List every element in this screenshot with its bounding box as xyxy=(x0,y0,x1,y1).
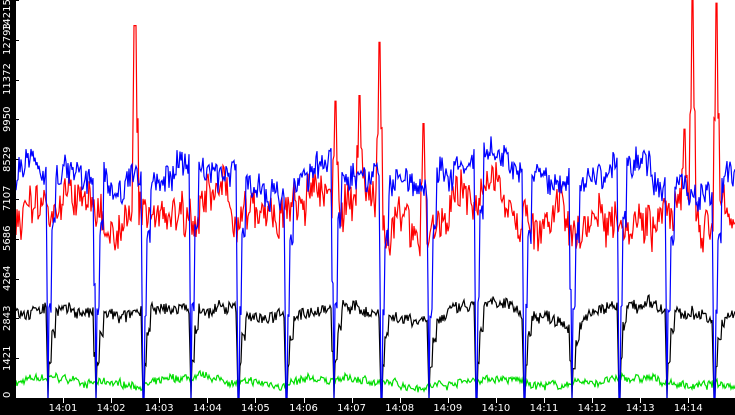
x-axis xyxy=(0,398,735,415)
x-tick-mark xyxy=(640,398,641,403)
y-tick-label: 7107 xyxy=(2,185,13,212)
x-tick-mark xyxy=(592,398,593,403)
x-tick-mark xyxy=(688,398,689,403)
x-tick-label: 14:12 xyxy=(577,403,607,414)
x-tick-label: 14:05 xyxy=(240,403,270,414)
x-tick-label: 14:10 xyxy=(481,403,511,414)
series-blue-line xyxy=(15,136,735,398)
y-axis xyxy=(0,0,16,398)
y-tick-label: 11372 xyxy=(2,63,13,96)
x-tick-mark xyxy=(544,398,545,403)
x-tick-label: 14:14 xyxy=(673,403,703,414)
x-tick-mark xyxy=(207,398,208,403)
x-tick-mark xyxy=(352,398,353,403)
x-tick-label: 14:07 xyxy=(337,403,367,414)
x-tick-mark xyxy=(255,398,256,403)
y-tick-label: 14215 xyxy=(2,0,13,31)
x-tick-label: 14:08 xyxy=(385,403,415,414)
x-tick-label: 14:01 xyxy=(48,403,78,414)
x-tick-label: 14:13 xyxy=(625,403,655,414)
x-tick-mark xyxy=(400,398,401,403)
x-tick-mark xyxy=(111,398,112,403)
y-tick-label: 8529 xyxy=(2,146,13,172)
y-tick-label: 2843 xyxy=(2,305,13,331)
x-tick-mark xyxy=(63,398,64,403)
y-tick-label: 4264 xyxy=(2,265,13,291)
x-tick-mark xyxy=(496,398,497,403)
plot-area xyxy=(12,0,735,398)
y-tick-label: 0 xyxy=(2,391,13,398)
series-red-line xyxy=(15,0,735,257)
y-tick-label: 5686 xyxy=(2,225,13,252)
series-black-line xyxy=(15,294,735,398)
x-tick-mark xyxy=(448,398,449,403)
x-tick-label: 14:02 xyxy=(96,403,126,414)
y-tick-label: 1421 xyxy=(2,345,13,371)
x-tick-label: 14:06 xyxy=(289,403,318,414)
x-tick-mark xyxy=(159,398,160,403)
x-tick-mark xyxy=(304,398,305,403)
x-tick-label: 14:03 xyxy=(144,403,174,414)
x-tick-label: 14:11 xyxy=(529,403,559,414)
x-tick-label: 14:04 xyxy=(192,403,222,414)
x-tick-label: 14:09 xyxy=(433,403,463,414)
y-tick-label: 9950 xyxy=(2,106,13,132)
series-green-line xyxy=(15,369,735,393)
